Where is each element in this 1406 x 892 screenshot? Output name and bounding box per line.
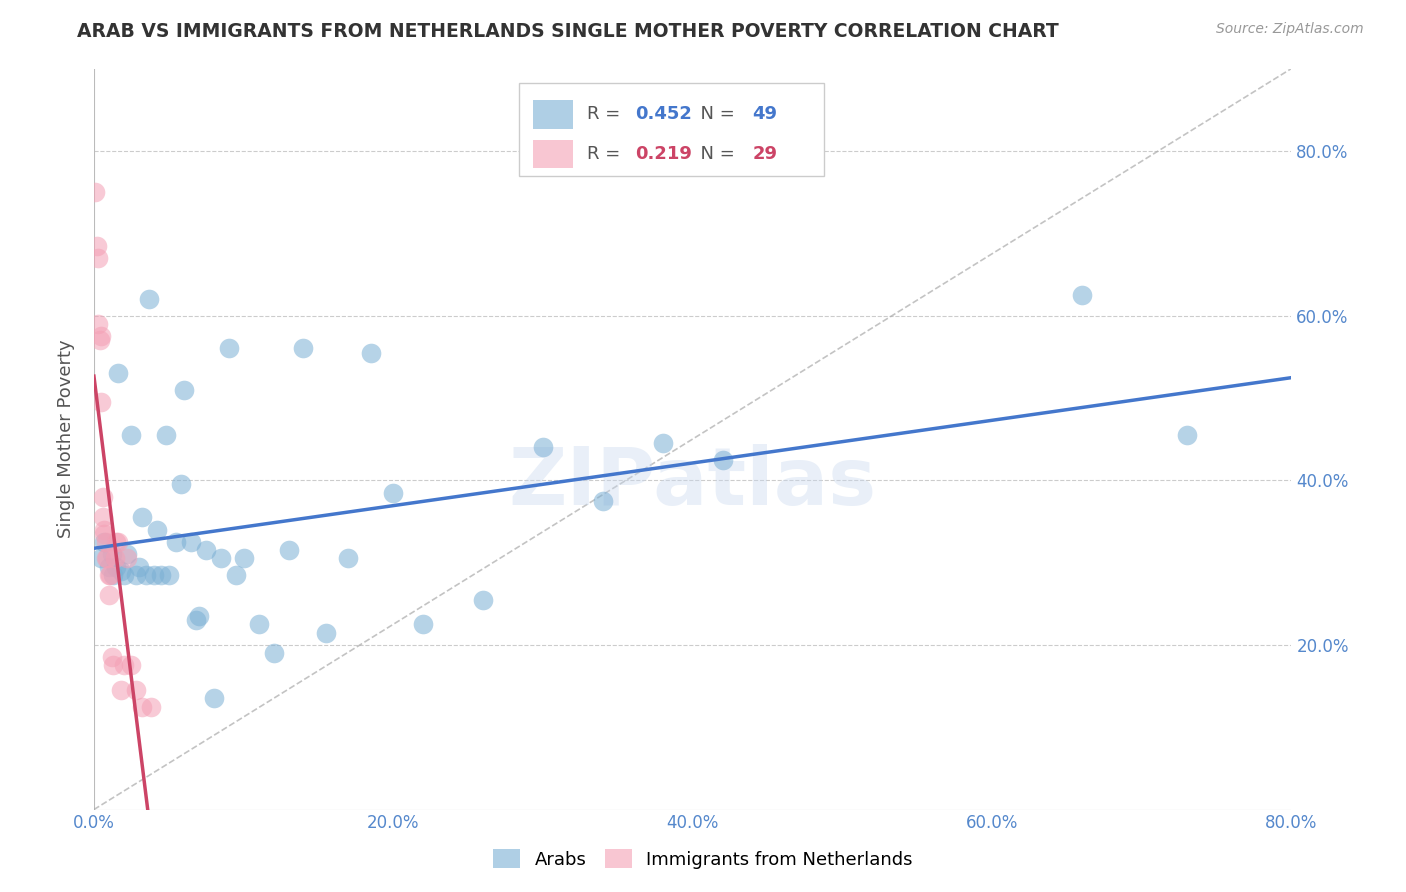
Text: N =: N =	[689, 105, 741, 123]
Point	[104, 551, 127, 566]
Point	[89, 333, 111, 347]
Point	[360, 345, 382, 359]
Point	[209, 551, 232, 566]
FancyBboxPatch shape	[519, 83, 824, 176]
Point	[315, 625, 337, 640]
Bar	[533, 140, 572, 168]
Point	[139, 699, 162, 714]
Text: ARAB VS IMMIGRANTS FROM NETHERLANDS SINGLE MOTHER POVERTY CORRELATION CHART: ARAB VS IMMIGRANTS FROM NETHERLANDS SING…	[77, 22, 1059, 41]
Point	[86, 238, 108, 252]
Point	[184, 613, 207, 627]
Point	[107, 535, 129, 549]
Point	[173, 383, 195, 397]
Point	[110, 564, 132, 578]
Point	[180, 535, 202, 549]
Point	[84, 185, 107, 199]
Point	[131, 699, 153, 714]
Point	[651, 436, 673, 450]
Text: 0.219: 0.219	[636, 145, 692, 162]
Point	[412, 617, 434, 632]
Point	[90, 329, 112, 343]
Point	[202, 691, 225, 706]
Point	[711, 452, 734, 467]
Text: 0.452: 0.452	[636, 105, 692, 123]
Point	[1175, 428, 1198, 442]
Point	[138, 292, 160, 306]
Point	[247, 617, 270, 632]
Point	[125, 567, 148, 582]
Point	[97, 559, 120, 574]
Point	[107, 366, 129, 380]
Text: 29: 29	[752, 145, 778, 162]
Point	[382, 485, 405, 500]
Point	[93, 535, 115, 549]
Point	[218, 342, 240, 356]
Point	[93, 523, 115, 537]
Text: Source: ZipAtlas.com: Source: ZipAtlas.com	[1216, 22, 1364, 37]
Point	[472, 592, 495, 607]
Point	[94, 551, 117, 566]
Point	[150, 567, 173, 582]
Point	[120, 658, 142, 673]
Point	[125, 683, 148, 698]
Point	[165, 535, 187, 549]
Text: R =: R =	[588, 105, 626, 123]
Point	[101, 547, 124, 561]
Point	[531, 440, 554, 454]
Point	[103, 658, 125, 673]
Point	[135, 567, 157, 582]
Point	[592, 493, 614, 508]
Point	[170, 477, 193, 491]
Point	[87, 251, 110, 265]
Point	[100, 567, 122, 582]
Point	[146, 523, 169, 537]
Bar	[533, 101, 572, 128]
Point	[115, 551, 138, 566]
Point	[91, 490, 114, 504]
Point	[131, 510, 153, 524]
Point	[101, 650, 124, 665]
Point	[112, 567, 135, 582]
Point	[103, 567, 125, 582]
Point	[187, 609, 209, 624]
Point	[128, 559, 150, 574]
Point	[97, 589, 120, 603]
Point	[263, 646, 285, 660]
Text: ZIPatlas: ZIPatlas	[509, 444, 877, 523]
Legend: Arabs, Immigrants from Netherlands: Arabs, Immigrants from Netherlands	[486, 842, 920, 876]
Point	[87, 317, 110, 331]
Text: N =: N =	[689, 145, 741, 162]
Point	[90, 551, 112, 566]
Point	[232, 551, 254, 566]
Point	[292, 342, 315, 356]
Point	[90, 395, 112, 409]
Point	[225, 567, 247, 582]
Point	[105, 535, 128, 549]
Point	[142, 567, 165, 582]
Point	[337, 551, 360, 566]
Text: R =: R =	[588, 145, 626, 162]
Point	[155, 428, 177, 442]
Point	[277, 543, 299, 558]
Point	[1070, 288, 1092, 302]
Text: 49: 49	[752, 105, 778, 123]
Point	[110, 683, 132, 698]
Point	[112, 658, 135, 673]
Point	[120, 428, 142, 442]
Point	[105, 559, 128, 574]
Y-axis label: Single Mother Poverty: Single Mother Poverty	[58, 340, 75, 539]
Point	[96, 551, 118, 566]
Point	[115, 547, 138, 561]
Point	[91, 510, 114, 524]
Point	[94, 535, 117, 549]
Point	[195, 543, 218, 558]
Point	[97, 567, 120, 582]
Point	[157, 567, 180, 582]
Point	[93, 526, 115, 541]
